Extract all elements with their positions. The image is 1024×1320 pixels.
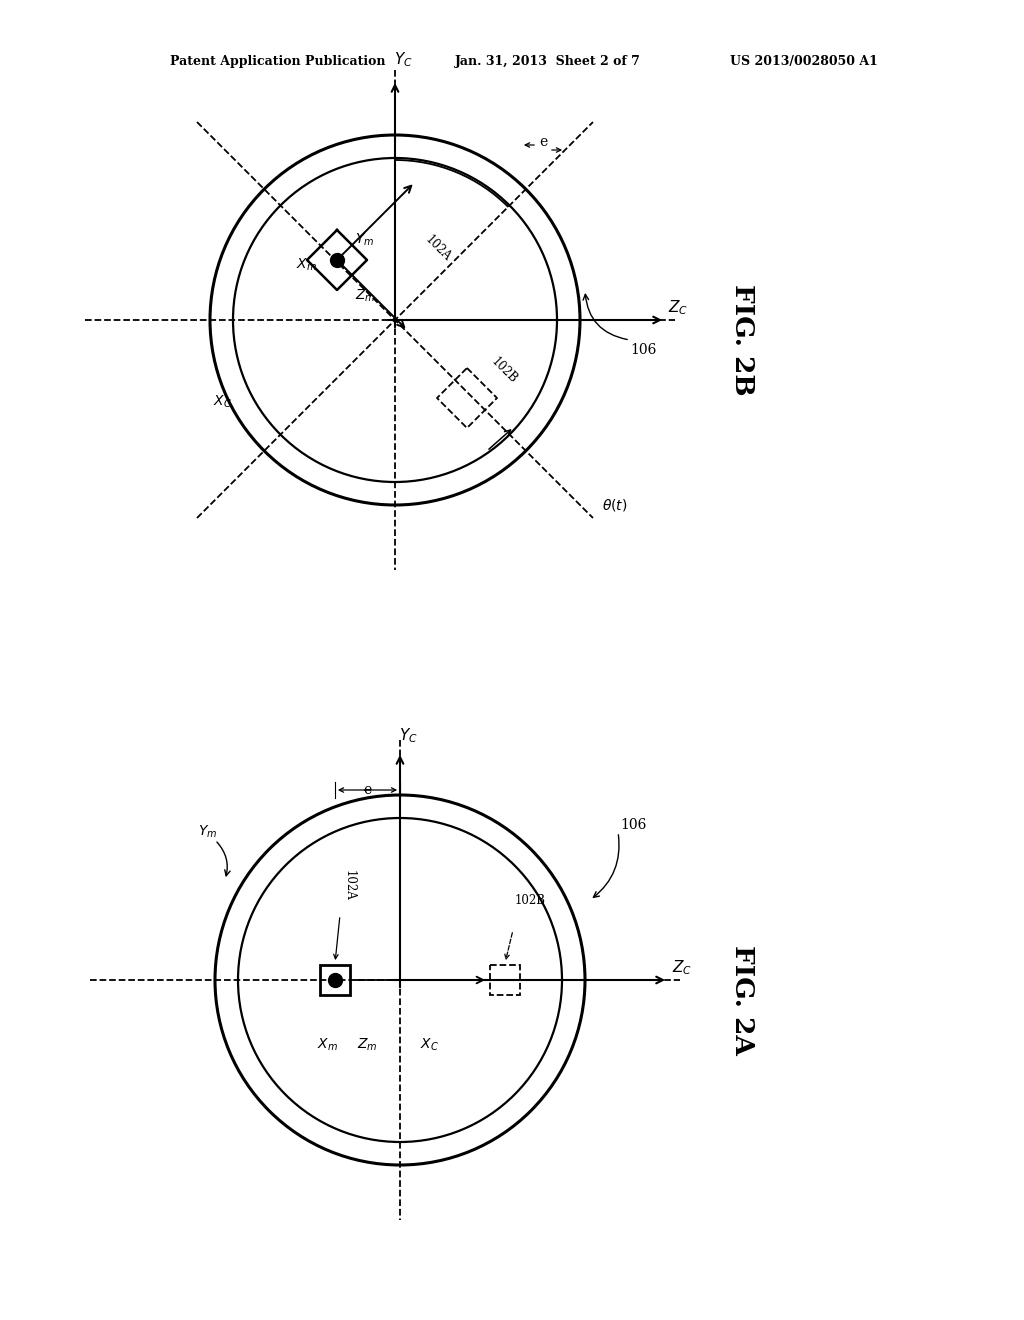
Text: $Y_m$: $Y_m$ (199, 824, 218, 841)
Bar (319, 965, 350, 995)
Text: $X_C$: $X_C$ (213, 393, 231, 411)
Text: 106: 106 (630, 343, 656, 356)
Text: e: e (539, 135, 547, 149)
Text: 106: 106 (620, 818, 646, 832)
Text: 102A: 102A (423, 232, 454, 264)
Text: Jan. 31, 2013  Sheet 2 of 7: Jan. 31, 2013 Sheet 2 of 7 (455, 55, 641, 69)
Text: $Z_m$: $Z_m$ (357, 1036, 378, 1053)
Text: 102B: 102B (515, 894, 546, 907)
Text: $X_C$: $X_C$ (420, 1036, 439, 1053)
Text: $Y_C$: $Y_C$ (393, 50, 413, 70)
Text: $Y_C$: $Y_C$ (398, 726, 418, 746)
Text: $\theta(t)$: $\theta(t)$ (602, 498, 628, 513)
Bar (490, 965, 520, 995)
Text: US 2013/0028050 A1: US 2013/0028050 A1 (730, 55, 878, 69)
Text: 102B: 102B (489, 355, 520, 385)
Text: FIG. 2A: FIG. 2A (730, 945, 755, 1055)
Text: $X_m$: $X_m$ (317, 1036, 338, 1053)
Text: $Y_m$: $Y_m$ (355, 231, 375, 248)
Text: e: e (364, 783, 372, 797)
Text: Patent Application Publication: Patent Application Publication (170, 55, 385, 69)
Text: FIG. 2B: FIG. 2B (730, 284, 755, 396)
Text: 102A: 102A (343, 870, 356, 900)
Text: $Z_m$: $Z_m$ (355, 288, 376, 305)
Text: $X_m$: $X_m$ (296, 257, 317, 273)
Text: $Z_C$: $Z_C$ (668, 298, 688, 317)
Text: $Z_C$: $Z_C$ (672, 958, 692, 977)
